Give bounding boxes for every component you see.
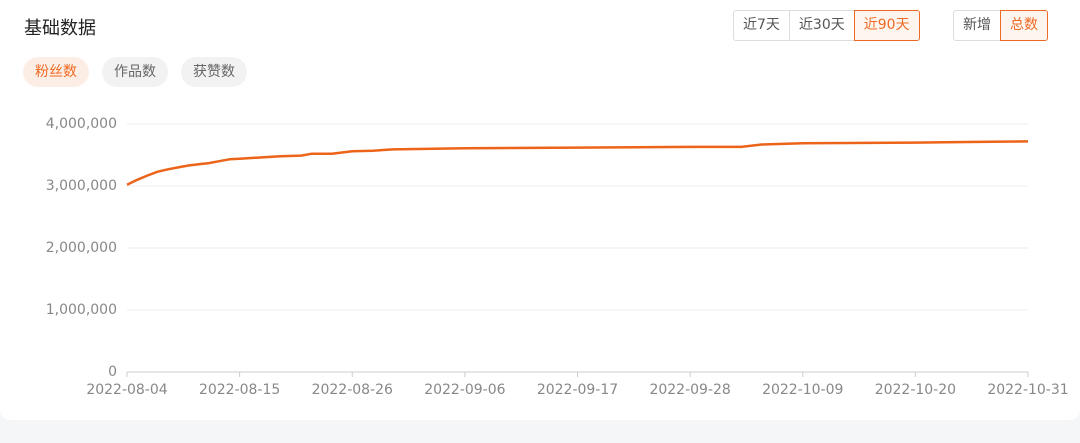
- y-tick-label: 2,000,000: [46, 240, 117, 256]
- y-tick-label: 3,000,000: [46, 178, 117, 194]
- y-tick-label: 0: [108, 364, 117, 380]
- mode-button[interactable]: 新增: [953, 10, 1001, 41]
- mode-button[interactable]: 总数: [1000, 10, 1048, 41]
- x-tick-label: 2022-10-31: [987, 382, 1068, 398]
- y-tick-label: 4,000,000: [46, 116, 117, 132]
- metric-tab[interactable]: 作品数: [102, 57, 168, 87]
- x-tick-label: 2022-08-26: [312, 382, 393, 398]
- metric-tabs: 粉丝数 作品数 获赞数: [23, 57, 247, 87]
- y-tick-label: 1,000,000: [46, 302, 117, 318]
- card: 基础数据 粉丝数 作品数 获赞数 近7天 近30天 近90天 新增 总数 0 1,000,0…: [23, 10, 1069, 398]
- x-tick-label: 2022-08-15: [199, 382, 280, 398]
- mode-buttons: 新增 总数: [953, 10, 1048, 41]
- x-tick-label: 2022-08-04: [86, 382, 167, 398]
- metric-tab[interactable]: 粉丝数: [23, 57, 89, 87]
- x-tick-label: 2022-09-17: [537, 382, 618, 398]
- range-button[interactable]: 近30天: [788, 10, 855, 41]
- line: [126, 140, 1029, 186]
- metric-tab[interactable]: 获赞数: [181, 57, 247, 87]
- x-tick-label: 2022-09-06: [424, 382, 505, 398]
- range-button[interactable]: 近7天: [733, 10, 790, 41]
- range-button[interactable]: 近90天: [853, 10, 920, 41]
- section-title: 基础数据: [24, 18, 96, 39]
- range-buttons: 近7天 近30天 近90天: [733, 10, 920, 41]
- x-tick-label: 2022-09-28: [649, 382, 730, 398]
- x-tick-label: 2022-10-20: [875, 382, 956, 398]
- x-tick-label: 2022-10-09: [762, 382, 843, 398]
- chart: 0 1,000,000 2,000,000 3,000,000 4,000,000 202…: [46, 116, 1069, 398]
